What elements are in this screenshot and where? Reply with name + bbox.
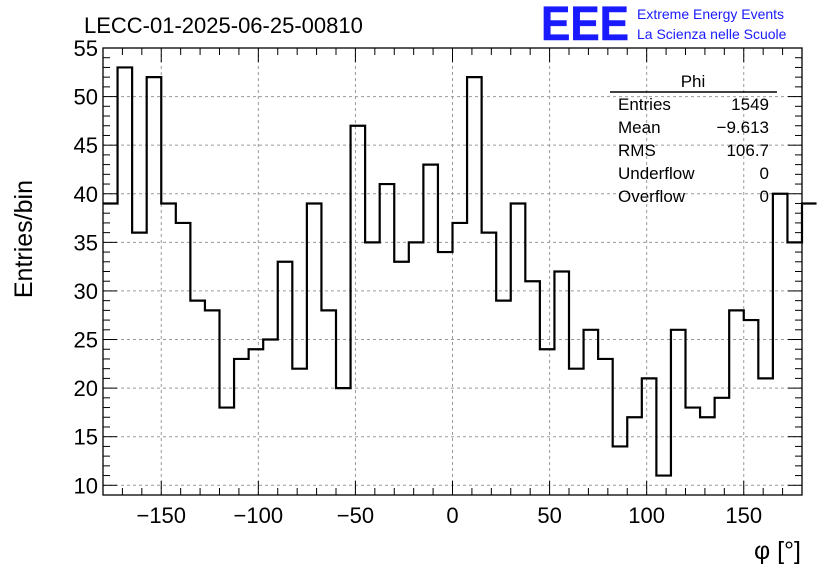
y-axis-ticks: 10 15 20 25 30 35 40 45 50 55: [74, 36, 802, 498]
stats-value-rms: 106.7: [726, 141, 769, 160]
x-tick-label: −50: [337, 503, 374, 528]
y-tick-label: 45: [74, 133, 98, 158]
y-tick-label: 50: [74, 85, 98, 110]
eee-logo-line1: Extreme Energy Events: [637, 6, 784, 22]
stats-label-overflow: Overflow: [618, 187, 686, 206]
y-tick-label: 30: [74, 279, 98, 304]
y-tick-label: 40: [74, 182, 98, 207]
stats-value-underflow: 0: [760, 164, 769, 183]
grid-lines: [103, 47, 802, 495]
x-tick-label: 100: [628, 503, 665, 528]
stats-box: Phi Entries 1549 Mean −9.613 RMS 106.7 U…: [610, 72, 777, 206]
x-axis-label: φ [°]: [754, 537, 801, 565]
stats-value-entries: 1549: [731, 95, 769, 114]
histogram-outline: [103, 66, 817, 477]
y-axis-label: Entries/bin: [10, 180, 38, 298]
stats-label-entries: Entries: [618, 95, 671, 114]
x-axis-ticks: −150 −100 −50 0 50 100 150: [102, 48, 803, 528]
stats-label-underflow: Underflow: [618, 164, 695, 183]
x-tick-label: 0: [446, 503, 458, 528]
x-tick-label: 150: [725, 503, 762, 528]
eee-logo: EEE Extreme Energy Events La Scienza nel…: [541, 0, 787, 51]
y-tick-label: 25: [74, 328, 98, 353]
histogram-bins: [103, 66, 817, 477]
eee-logo-line2: La Scienza nelle Scuole: [637, 26, 787, 42]
chart-title: LECC-01-2025-06-25-00810: [84, 13, 363, 38]
y-tick-label: 20: [74, 376, 98, 401]
y-tick-label: 10: [74, 473, 98, 498]
x-tick-label: −100: [234, 503, 284, 528]
x-tick-label: −150: [136, 503, 186, 528]
stats-value-mean: −9.613: [717, 118, 769, 137]
eee-logo-mark: EEE: [541, 0, 629, 51]
y-tick-label: 35: [74, 230, 98, 255]
stats-label-rms: RMS: [618, 141, 656, 160]
stats-title: Phi: [681, 72, 706, 91]
y-tick-label: 15: [74, 425, 98, 450]
y-tick-label: 55: [74, 36, 98, 61]
stats-label-mean: Mean: [618, 118, 661, 137]
x-tick-label: 50: [537, 503, 561, 528]
stats-value-overflow: 0: [760, 187, 769, 206]
